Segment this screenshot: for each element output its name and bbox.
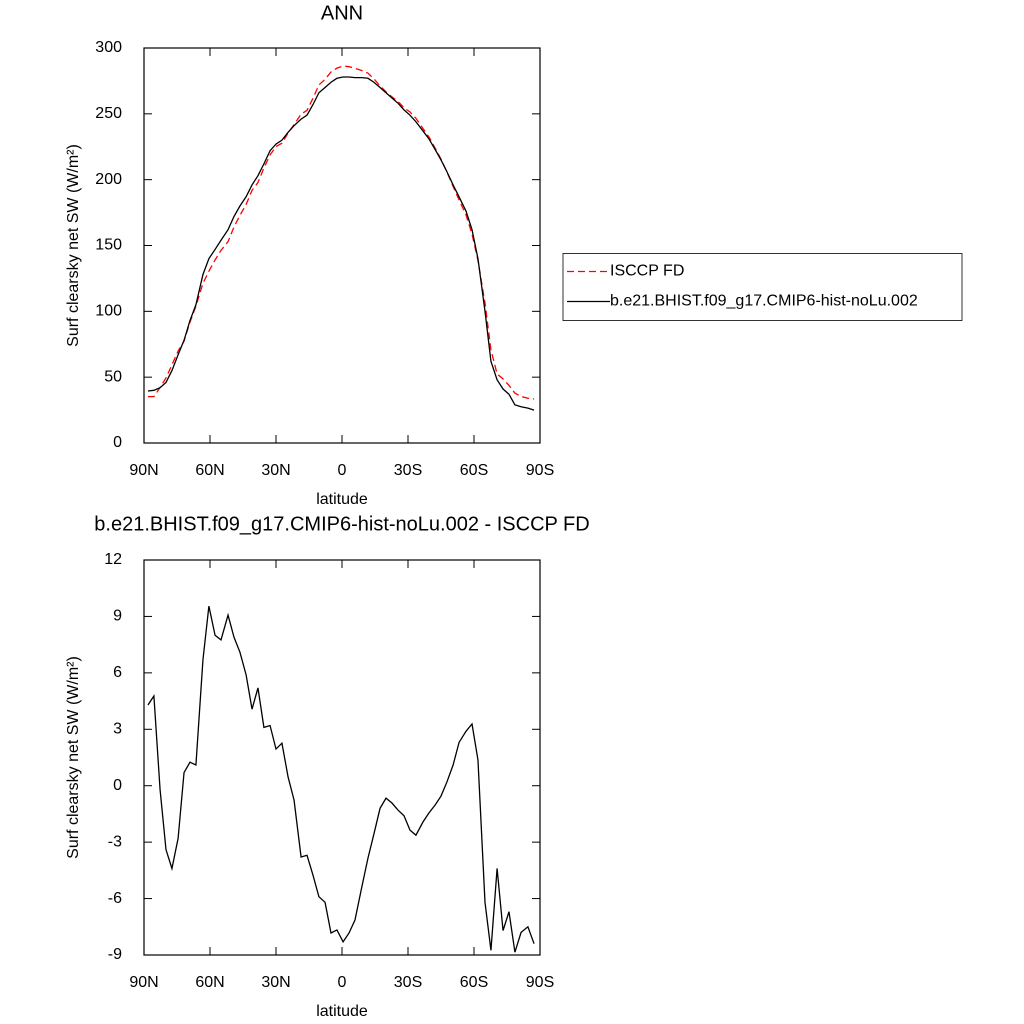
x-axis-label: latitude	[316, 491, 368, 508]
x-tick-label: 0	[338, 974, 347, 991]
y-tick-label: 3	[113, 721, 122, 738]
y-tick-label: 150	[95, 237, 122, 254]
y-tick-label: -9	[108, 946, 122, 963]
x-tick-label: 90S	[526, 462, 554, 479]
x-tick-label: 30S	[394, 974, 422, 991]
y-tick-label: -3	[108, 833, 122, 850]
legend-label: b.e21.BHIST.f09_g17.CMIP6-hist-noLu.002	[610, 293, 918, 310]
x-tick-label: 60N	[195, 974, 224, 991]
y-tick-label: 9	[113, 608, 122, 625]
y-tick-label: -6	[108, 890, 122, 907]
legend-box	[562, 253, 963, 321]
y-axis-label: Surf clearsky net SW (W/m²)	[65, 656, 82, 859]
x-tick-label: 60S	[460, 462, 488, 479]
data-line	[147, 65, 535, 400]
x-tick-label: 60S	[460, 974, 488, 991]
data-line	[147, 605, 535, 953]
plot-frame	[143, 47, 541, 444]
y-tick-label: 100	[95, 303, 122, 320]
x-axis-label: latitude	[316, 1003, 368, 1020]
y-tick-label: 0	[113, 777, 122, 794]
chart-title: ANN	[321, 2, 363, 24]
x-tick-label: 90S	[526, 974, 554, 991]
y-axis-label: Surf clearsky net SW (W/m²)	[65, 144, 82, 347]
x-tick-label: 90N	[129, 974, 158, 991]
y-tick-label: 250	[95, 105, 122, 122]
x-tick-label: 60N	[195, 462, 224, 479]
y-tick-label: 6	[113, 664, 122, 681]
legend-label: ISCCP FD	[610, 263, 684, 280]
y-tick-label: 12	[104, 551, 122, 568]
x-tick-label: 30N	[261, 462, 290, 479]
plot-frame	[143, 559, 541, 956]
y-tick-label: 0	[113, 434, 122, 451]
y-tick-label: 300	[95, 39, 122, 56]
x-tick-label: 90N	[129, 462, 158, 479]
x-tick-label: 30N	[261, 974, 290, 991]
chart-title: b.e21.BHIST.f09_g17.CMIP6-hist-noLu.002 …	[94, 513, 589, 535]
x-tick-label: 30S	[394, 462, 422, 479]
x-tick-label: 0	[338, 462, 347, 479]
data-line	[147, 76, 535, 411]
y-tick-label: 200	[95, 171, 122, 188]
y-tick-label: 50	[104, 368, 122, 385]
